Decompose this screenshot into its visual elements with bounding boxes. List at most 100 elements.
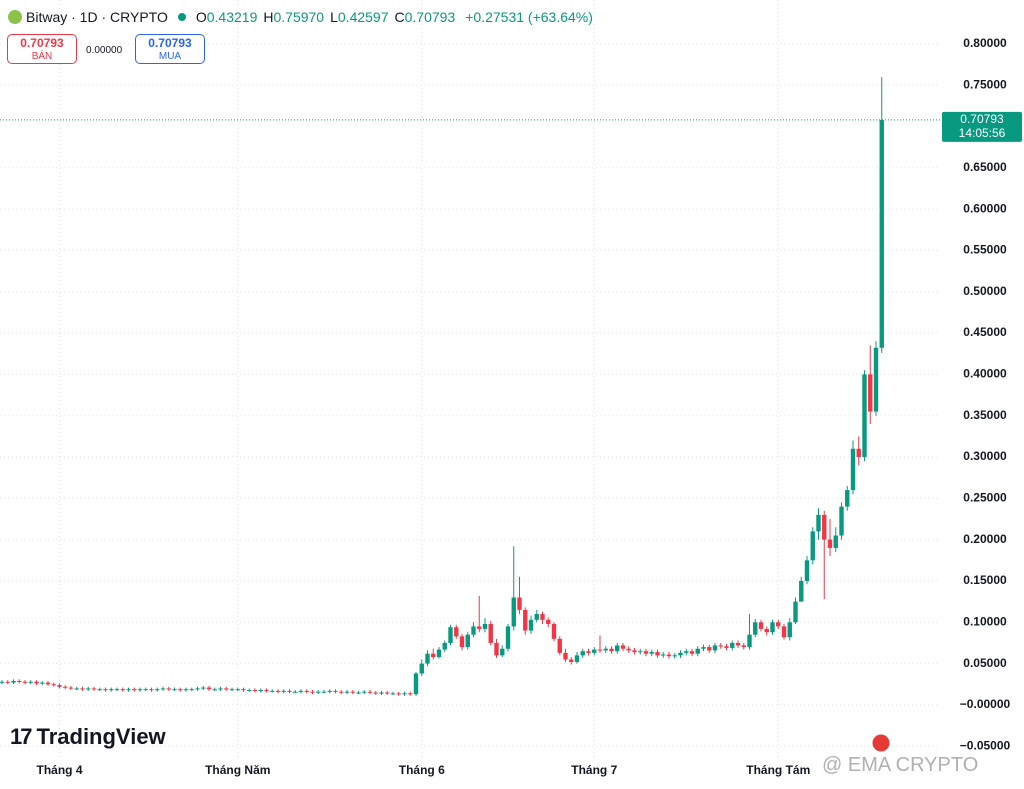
- candle-body: [362, 691, 367, 693]
- status-dot: [177, 13, 186, 21]
- ohlc-label: H: [263, 9, 274, 25]
- buy-button[interactable]: 0.70793 MUA: [135, 34, 205, 64]
- candle-body: [626, 648, 631, 651]
- candle-body: [528, 619, 534, 631]
- candle-body: [91, 688, 97, 690]
- candle-body: [252, 690, 258, 692]
- candle-body: [316, 691, 321, 693]
- candle-body: [126, 689, 131, 691]
- candle-body: [298, 690, 304, 692]
- y-tick-label: 0.15000: [963, 573, 1007, 587]
- candle-body: [402, 693, 407, 695]
- candle-body: [741, 645, 746, 648]
- candle-body: [684, 651, 689, 653]
- candle-body: [212, 689, 217, 691]
- candle-body: [620, 645, 626, 649]
- candle-body: [482, 623, 488, 629]
- candle-body: [454, 627, 459, 637]
- price-tag-value: 0.70793: [960, 112, 1004, 126]
- candle-body: [511, 597, 516, 627]
- candle-body: [339, 691, 344, 693]
- candle-body: [178, 689, 183, 691]
- candle-body: [534, 614, 539, 620]
- ohlc: O0.43219 H0.75970 L0.42597 C0.70793: [196, 9, 461, 25]
- candle-body: [293, 691, 298, 693]
- candle-body: [707, 647, 712, 651]
- candle-body: [57, 685, 62, 687]
- y-tick-label: 0.30000: [963, 449, 1007, 463]
- candle-body: [459, 636, 465, 648]
- candle-body: [40, 682, 45, 684]
- candle-body: [758, 622, 764, 629]
- candle-body: [787, 622, 792, 638]
- ohlc-value: 0.43219: [206, 9, 258, 25]
- candle-body: [546, 619, 551, 624]
- y-tick-label: 0.40000: [963, 367, 1007, 381]
- candle-body: [160, 688, 166, 690]
- candle-body: [68, 687, 74, 689]
- candle-body: [615, 645, 620, 652]
- buy-label: MUA: [158, 51, 182, 62]
- candle-body: [229, 689, 235, 691]
- candle-body: [195, 688, 200, 690]
- candle-body: [477, 626, 482, 629]
- watermark-text: TradingView: [36, 724, 166, 749]
- candle-body: [586, 651, 591, 653]
- candle-body: [408, 693, 413, 695]
- y-tick-label: 0.10000: [963, 614, 1007, 628]
- candle-body: [224, 688, 229, 690]
- y-tick-label: 0.75000: [963, 77, 1007, 91]
- candle-body: [655, 652, 660, 656]
- candle-body: [235, 689, 240, 691]
- candle-body: [471, 626, 476, 635]
- ohlc-value: 0.75970: [273, 9, 325, 25]
- x-tick-label: Tháng 7: [571, 763, 617, 777]
- candle-body: [505, 626, 511, 649]
- candle-body: [86, 688, 91, 690]
- legend-header: Bitway · 1D · CRYPTO O0.43219 H0.75970 L0.…: [8, 9, 593, 25]
- candle-body: [155, 689, 160, 691]
- candle-body: [603, 648, 608, 651]
- candle-body: [868, 374, 873, 412]
- candle-body: [701, 647, 706, 649]
- ohlc-label: C: [394, 9, 405, 25]
- candle-body: [799, 580, 804, 602]
- candle-body: [431, 653, 436, 658]
- candle-body: [689, 651, 695, 654]
- candle-body: [321, 691, 327, 693]
- candle-body: [17, 680, 22, 682]
- candle-body: [379, 692, 384, 694]
- candle-body: [643, 651, 649, 654]
- symbol[interactable]: Bitway · 1D · CRYPTO: [26, 9, 168, 25]
- candle-body: [597, 649, 603, 651]
- axis-band: [0, 757, 1024, 789]
- candle-body: [753, 622, 758, 635]
- y-tick-label: 0.60000: [963, 201, 1007, 215]
- candle-body: [563, 652, 568, 660]
- candle-body: [465, 634, 470, 648]
- ohlc-label: O: [195, 9, 207, 25]
- y-tick-label: 0.25000: [963, 491, 1007, 505]
- candle-body: [804, 560, 810, 581]
- candle-body: [781, 626, 787, 638]
- candle-body: [609, 648, 614, 652]
- candle-body: [264, 690, 269, 692]
- candle-body: [356, 692, 361, 694]
- flag-icon: [871, 733, 891, 753]
- sell-label: BÁN: [31, 51, 53, 62]
- candle-body: [413, 673, 419, 695]
- candle-body: [649, 652, 654, 654]
- candle-body: [350, 691, 355, 693]
- candle-body: [45, 682, 51, 685]
- change: +0.27531 (+63.64%): [465, 9, 593, 25]
- candle-body: [247, 690, 252, 692]
- sell-button[interactable]: 0.70793 BÁN: [7, 34, 77, 64]
- candle-body: [661, 654, 666, 656]
- candle-body: [678, 652, 683, 656]
- candle-body: [304, 690, 309, 692]
- candle-body: [109, 689, 114, 691]
- candle-body: [672, 655, 677, 657]
- candle-body: [517, 597, 522, 610]
- candle-body: [114, 689, 120, 691]
